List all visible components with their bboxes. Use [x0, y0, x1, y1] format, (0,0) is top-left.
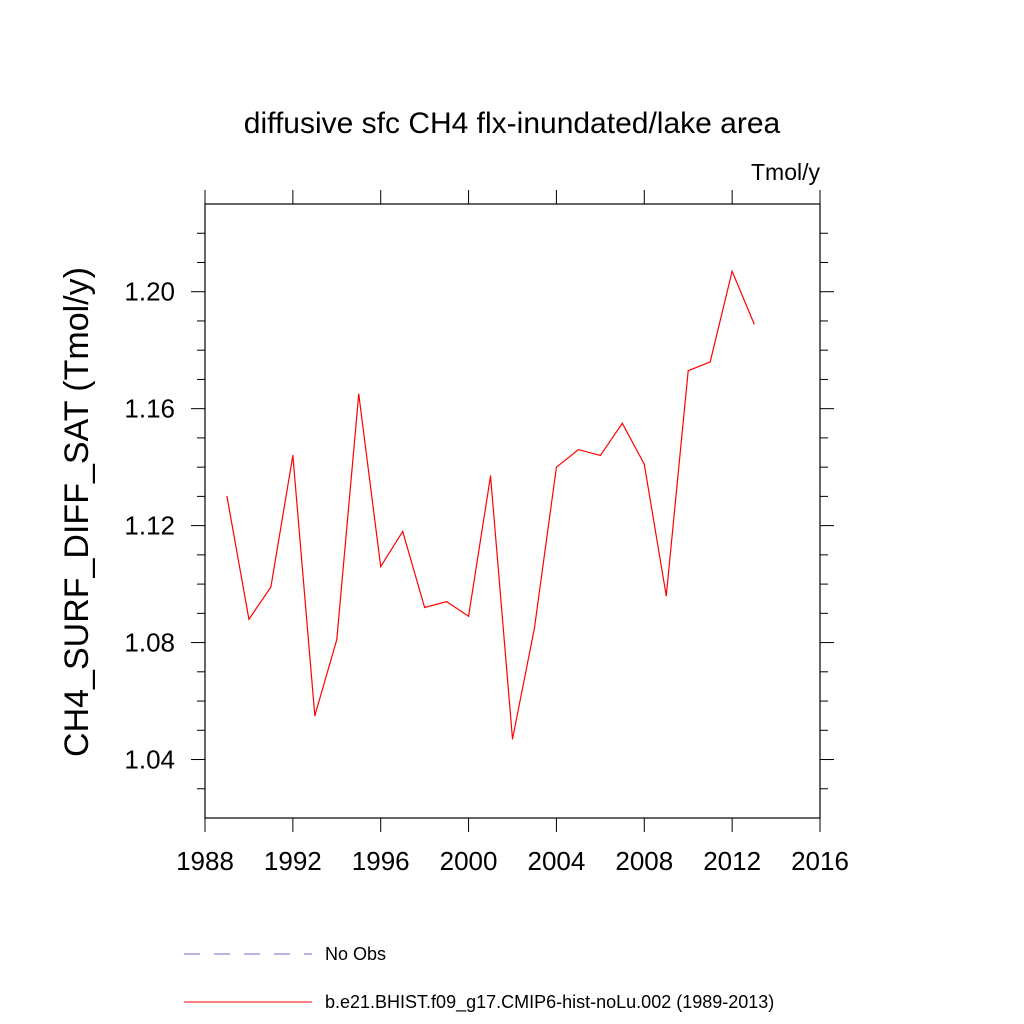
data-point — [665, 595, 667, 597]
x-tick-label: 1996 — [352, 846, 410, 876]
axis-ticks: 1988 1992 1996 2000 2004 2008 2012 2016 1.04 1.08… — [124, 190, 849, 876]
data-point — [599, 454, 601, 457]
x-tick-label: 2000 — [440, 846, 498, 876]
y-tick-label: 1.08 — [124, 628, 175, 658]
data-point — [709, 361, 711, 363]
x-tick-label: 1988 — [176, 846, 234, 876]
data-point — [555, 466, 558, 468]
x-tick-label: 1992 — [264, 846, 322, 876]
legend-label-no-obs: No Obs — [325, 944, 387, 964]
series-group — [226, 269, 755, 740]
data-point — [467, 615, 470, 617]
data-point — [380, 565, 382, 568]
data-point — [687, 370, 689, 372]
data-point — [446, 601, 448, 603]
y-tick-label: 1.16 — [124, 394, 175, 424]
data-point — [358, 393, 360, 395]
data-point — [753, 323, 755, 325]
y-tick-label: 1.20 — [124, 277, 175, 307]
data-point — [489, 475, 492, 477]
data-point — [336, 639, 338, 641]
data-point — [270, 586, 272, 588]
x-tick-label: 2016 — [791, 846, 849, 876]
y-tick-label: 1.12 — [124, 511, 175, 541]
data-point — [533, 627, 536, 629]
data-point — [577, 449, 579, 451]
legend-label-model-run: b.e21.BHIST.f09_g17.CMIP6-hist-noLu.002 … — [325, 992, 775, 1012]
legend-lines — [184, 953, 312, 1003]
x-tick-label: 2004 — [528, 846, 586, 876]
units-label: Tmol/y — [751, 159, 820, 185]
x-tick-label: 2008 — [615, 846, 673, 876]
chart-title: diffusive sfc CH4 flx-inundated/lake are… — [243, 107, 781, 140]
data-point — [314, 715, 316, 717]
series-line — [226, 269, 755, 740]
plot-frame — [204, 203, 821, 819]
y-tick-label: 1.04 — [124, 745, 175, 775]
data-point — [292, 454, 294, 457]
data-point — [248, 618, 250, 620]
data-point — [511, 738, 514, 740]
data-point — [643, 463, 645, 465]
data-point — [402, 530, 404, 533]
data-point — [424, 606, 426, 609]
data-point — [731, 270, 733, 272]
x-tick-label: 2012 — [703, 846, 761, 876]
data-point — [621, 422, 623, 424]
data-point — [226, 495, 228, 497]
